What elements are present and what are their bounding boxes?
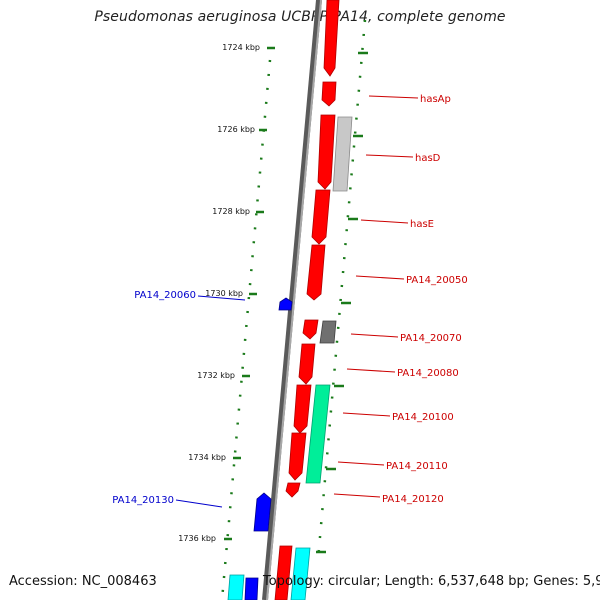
map-title: Pseudomonas aeruginosa UCBPP-PA14, compl… bbox=[94, 9, 506, 25]
gene-label[interactable]: PA14_20070 bbox=[400, 333, 462, 344]
gene-labels-left: PA14_20060 PA14_20130 bbox=[112, 290, 246, 508]
gene-feature-cyan bbox=[290, 547, 311, 600]
gene-feature-red bbox=[293, 384, 312, 434]
gene-label-group[interactable]: PA14_20110 bbox=[337, 461, 448, 472]
gene-label-group[interactable]: PA14_20130 bbox=[112, 495, 223, 508]
gene-feature-red bbox=[317, 114, 336, 190]
gene-label[interactable]: PA14_20130 bbox=[112, 495, 174, 506]
scale-tick: 1732 kbp bbox=[197, 371, 250, 380]
gene-label-group[interactable]: hasAp bbox=[368, 94, 451, 105]
scale-tick: 1726 kbp bbox=[217, 125, 267, 134]
gene-feature-blue bbox=[253, 492, 272, 532]
gene-feature-red bbox=[288, 432, 307, 481]
tick-label: 1724 kbp bbox=[222, 43, 260, 52]
scale-ticks: 1724 kbp 1726 kbp 1728 kbp 1730 kbp 1732… bbox=[178, 43, 368, 554]
tick-label: 1730 kbp bbox=[205, 289, 243, 298]
gene-label[interactable]: PA14_20100 bbox=[392, 412, 454, 423]
gene-label-group[interactable]: PA14_20050 bbox=[355, 275, 468, 286]
gene-label[interactable]: hasD bbox=[415, 153, 441, 164]
tick-label: 1726 kbp bbox=[217, 125, 255, 134]
tick-label: 1734 kbp bbox=[188, 453, 226, 462]
gene-label-group[interactable]: PA14_20070 bbox=[350, 333, 462, 344]
gene-label-group[interactable]: PA14_20120 bbox=[333, 493, 444, 505]
scale-tick: 1728 kbp bbox=[212, 207, 264, 216]
gene-feature-red bbox=[306, 244, 326, 301]
gene-label-group[interactable]: PA14_20080 bbox=[346, 368, 459, 379]
gene-labels-right: hasAp hasD hasE PA14_20050 PA14_20070 PA… bbox=[333, 94, 468, 505]
gene-label-group[interactable]: hasE bbox=[360, 219, 434, 230]
gene-feature-blue bbox=[278, 297, 293, 311]
gene-feature-blue bbox=[244, 577, 259, 600]
gene-label-group[interactable]: PA14_20100 bbox=[342, 412, 454, 423]
gene-label[interactable]: hasE bbox=[410, 219, 434, 230]
gene-feature-grey bbox=[332, 116, 353, 192]
tick-label: 1736 kbp bbox=[178, 534, 216, 543]
tick-label: 1728 kbp bbox=[212, 207, 250, 216]
gene-label[interactable]: PA14_20120 bbox=[382, 494, 444, 505]
scale-tick: 1734 kbp bbox=[188, 453, 241, 462]
gene-label[interactable]: PA14_20050 bbox=[406, 275, 468, 286]
backbone bbox=[262, 0, 322, 600]
gene-feature-grey bbox=[319, 320, 337, 344]
gene-feature-red bbox=[321, 81, 337, 107]
scale-tick: 1736 kbp bbox=[178, 534, 232, 543]
gene-label[interactable]: PA14_20080 bbox=[397, 368, 459, 379]
gene-features bbox=[227, 0, 353, 600]
gene-feature-cyan bbox=[227, 574, 245, 600]
gene-label-group[interactable]: PA14_20060 bbox=[134, 290, 246, 301]
tick-label: 1732 kbp bbox=[197, 371, 235, 380]
gene-feature-green bbox=[305, 384, 331, 484]
gene-label[interactable]: PA14_20110 bbox=[386, 461, 448, 472]
gene-feature-red bbox=[302, 319, 319, 340]
gene-label[interactable]: hasAp bbox=[420, 94, 451, 105]
gene-label-group[interactable]: hasD bbox=[365, 153, 441, 164]
accession-text: Accession: NC_008463 bbox=[9, 574, 157, 589]
topology-text: Topology: circular; Length: 6,537,648 bp… bbox=[263, 574, 600, 589]
scale-tick: 1724 kbp bbox=[222, 43, 275, 52]
gene-label[interactable]: PA14_20060 bbox=[134, 290, 196, 301]
scale-tick: 1730 kbp bbox=[205, 289, 257, 298]
gene-feature-red bbox=[311, 189, 331, 245]
gene-feature-red bbox=[274, 545, 293, 600]
gene-feature-red bbox=[298, 343, 316, 385]
gene-feature-red bbox=[285, 482, 301, 498]
gene-feature-red bbox=[323, 0, 340, 77]
